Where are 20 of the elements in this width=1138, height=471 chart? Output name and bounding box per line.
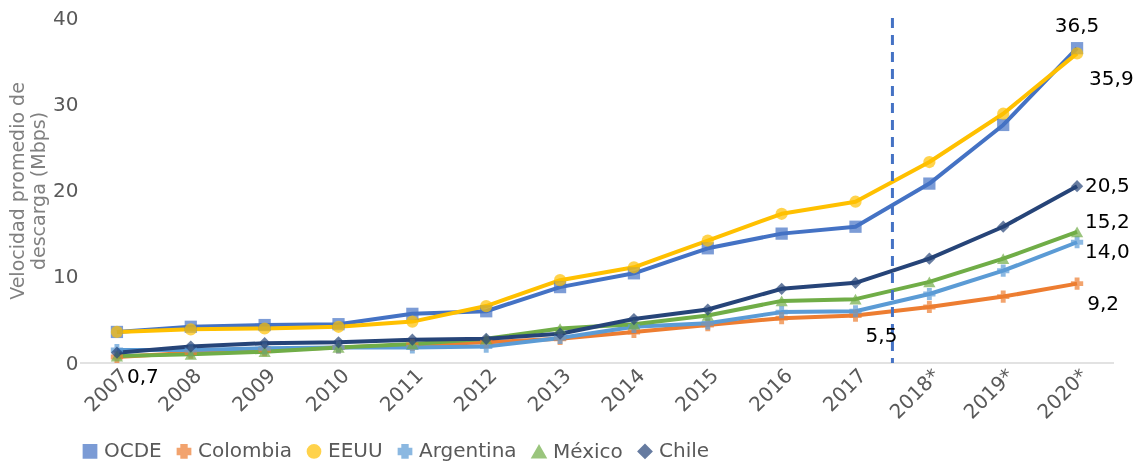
data-label: 36,5 (1054, 13, 1100, 38)
legend-label: Colombia (198, 438, 292, 463)
data-label: 5,5 (865, 322, 898, 347)
data-label: 9,2 (1087, 290, 1119, 315)
y-tick-label: 20 (53, 178, 79, 202)
legend-label: México (553, 438, 623, 463)
y-tick-label: 10 (53, 264, 79, 289)
legend-label: Chile (659, 438, 710, 463)
legend-label: OCDE (104, 438, 162, 463)
data-label: 15,2 (1085, 208, 1130, 233)
data-label: 0,7 (127, 363, 159, 388)
legend-label: EEUU (328, 438, 383, 463)
y-tick-label: 40 (53, 5, 79, 30)
legend-label: Argentina (419, 438, 517, 463)
y-tick-label: 30 (53, 91, 79, 116)
y-tick-label: 0 (65, 350, 79, 375)
data-label: 35,9 (1089, 66, 1134, 91)
data-label: 14,0 (1085, 239, 1130, 264)
data-label: 20,5 (1085, 173, 1130, 198)
y-axis-title: Velocidad promedio de descarga (Mbps) (6, 82, 50, 300)
